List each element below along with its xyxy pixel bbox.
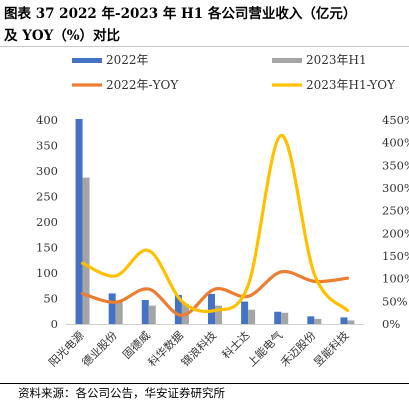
legend-swatch — [72, 58, 102, 63]
legend-label: 2022年 — [106, 53, 149, 67]
x-tick-label: 上能电气 — [244, 328, 285, 369]
bar — [347, 320, 355, 324]
bar — [274, 311, 282, 324]
bar — [281, 312, 289, 324]
bar — [248, 309, 256, 324]
y-right-tick-label: 400% — [382, 136, 409, 150]
x-tick-label: 阳光电源 — [46, 328, 87, 369]
bar — [215, 305, 222, 324]
chart-axes: 0 50 100 150 200 250 300 350 400 0% 50% 100% 150% 200… — [36, 113, 409, 369]
chart-legend: 2022年 2023年H1 2022年-YOY 2023年H1-YOY — [72, 53, 396, 92]
legend-label: 2023年H1-YOY — [306, 78, 396, 92]
y-right-tick-label: 300% — [382, 181, 409, 195]
figure-caption: 图表 37 2022 年-2023 年 H1 各公司营业收入（亿元） 及 YOY… — [4, 3, 406, 47]
y-right-tick-label: 50% — [382, 294, 408, 308]
y-left-tick-label: 50 — [43, 292, 58, 306]
x-tick-label: 昱能科技 — [311, 328, 352, 369]
source-divider — [0, 383, 409, 384]
y-right-tick-label: 0% — [382, 317, 400, 331]
y-left-tick-label: 0 — [51, 317, 58, 331]
bar-series — [75, 118, 355, 324]
yoy-line — [80, 133, 350, 314]
x-tick-label: 科华数据 — [145, 328, 186, 369]
caption-line-1: 图表 37 2022 年-2023 年 H1 各公司营业收入（亿元） — [4, 6, 357, 22]
x-tick-label: 锦浪科技 — [178, 328, 219, 369]
y-left-tick-label: 250 — [36, 190, 58, 204]
y-left-tick-label: 200 — [36, 215, 58, 229]
x-tick-label: 禾迈股份 — [278, 329, 318, 369]
bar — [241, 301, 249, 324]
bar — [115, 301, 123, 324]
legend-swatch — [272, 58, 302, 63]
combo-chart: 2022年 2023年H1 2022年-YOY 2023年H1-YOY 0 50 100 1… — [36, 53, 409, 369]
bar — [307, 316, 315, 324]
y-left-tick-label: 150 — [36, 241, 58, 255]
y-left-tick-label: 100 — [36, 266, 58, 280]
y-left-tick-label: 350 — [36, 139, 58, 153]
y-right-tick-label: 200% — [382, 226, 409, 240]
bar — [340, 317, 348, 324]
y-right-tick-label: 250% — [382, 204, 409, 218]
caption-divider — [0, 46, 409, 47]
x-tick-label: 德业股份 — [79, 328, 120, 369]
legend-label: 2022年-YOY — [106, 78, 179, 92]
y-left-tick-label: 400 — [36, 113, 58, 127]
bar — [148, 305, 156, 324]
source-note: 资料来源：各公司公告，华安证券研究所 — [18, 386, 225, 400]
line-series — [80, 133, 350, 317]
y-right-tick-label: 100% — [382, 272, 409, 286]
y-right-tick-label: 350% — [382, 158, 409, 172]
bar — [141, 300, 149, 324]
bar — [75, 118, 83, 324]
bar — [208, 293, 215, 324]
y-right-tick-label: 450% — [382, 113, 409, 127]
legend-label: 2023年H1 — [306, 53, 367, 67]
y-left-tick-label: 300 — [36, 164, 58, 178]
y-right-tick-label: 150% — [382, 249, 409, 263]
bar — [314, 318, 322, 324]
bar — [82, 177, 90, 324]
bar — [174, 294, 182, 324]
bar — [108, 293, 116, 324]
yoy-line — [80, 269, 350, 317]
caption-line-2: 及 YOY（%）对比 — [4, 28, 121, 44]
